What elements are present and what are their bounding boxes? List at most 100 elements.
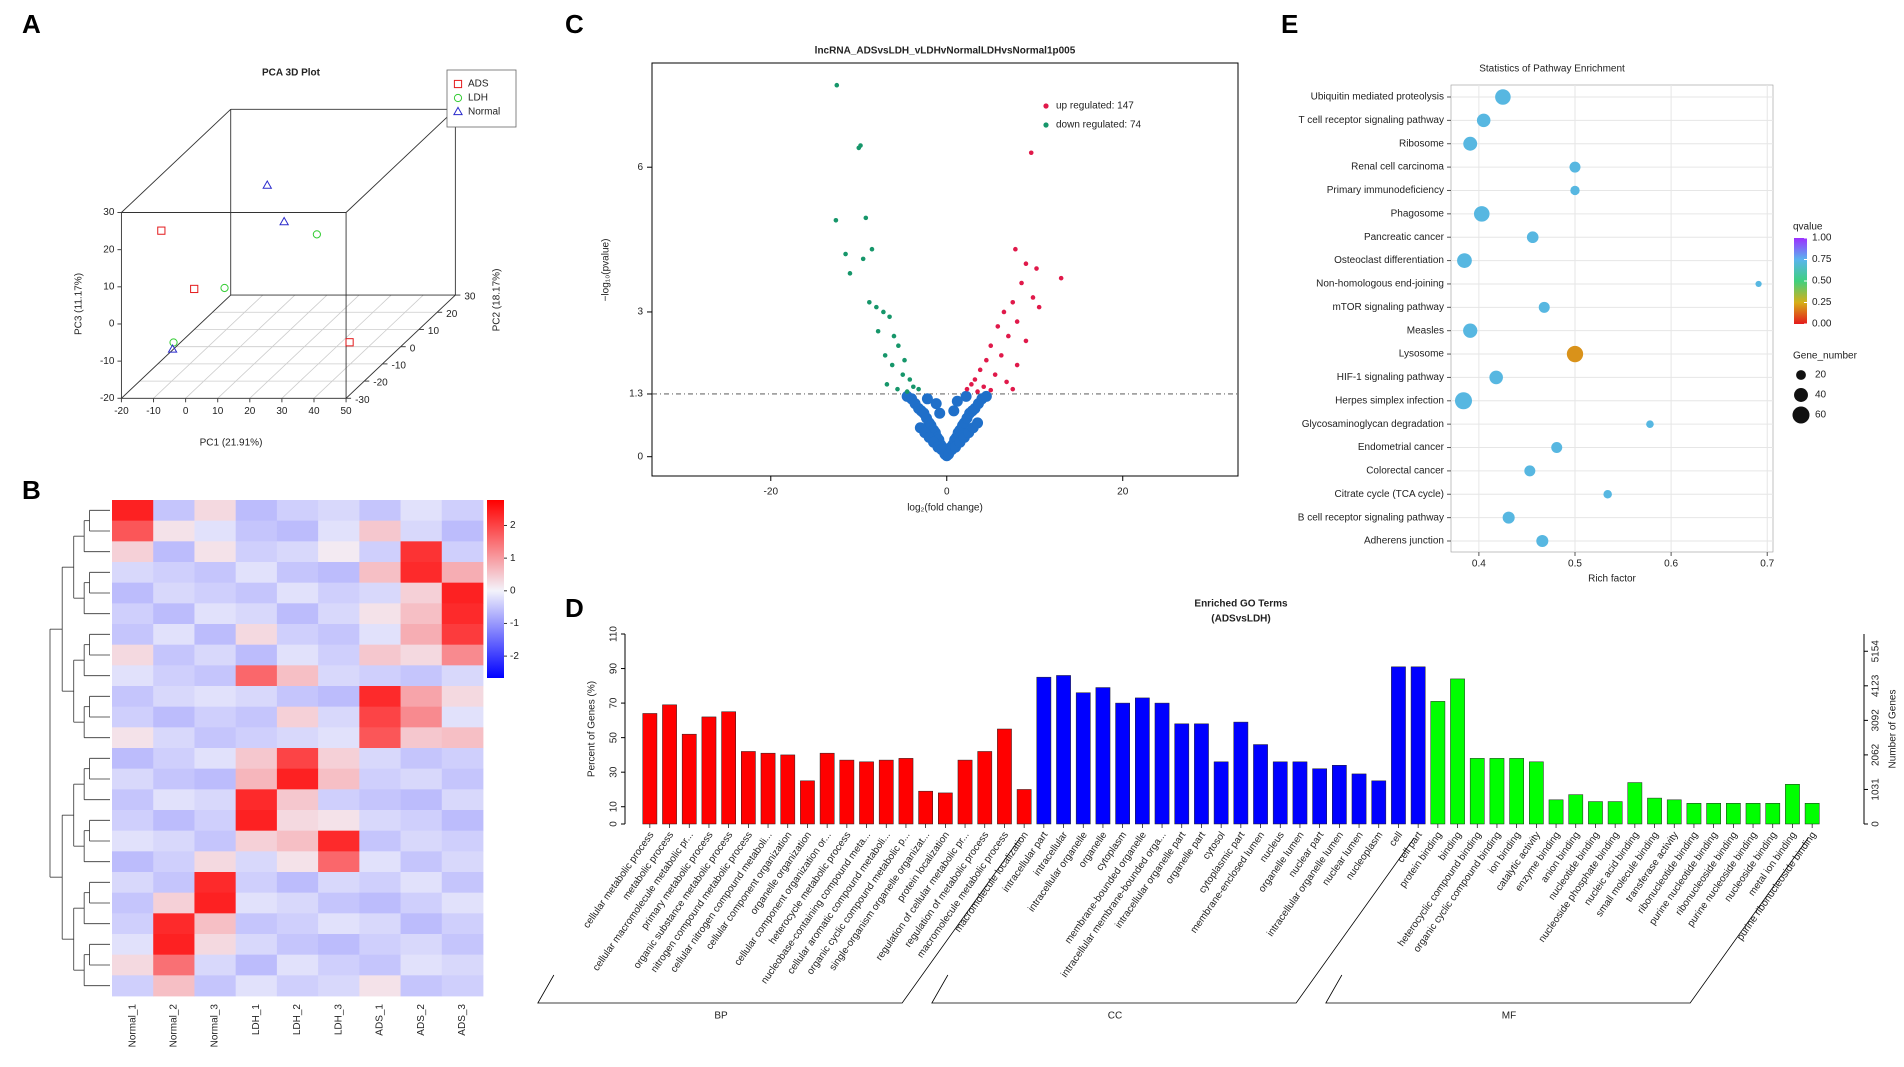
plot-frame: [651, 62, 1239, 477]
heat-cell: [276, 954, 319, 976]
heat-cell: [318, 975, 360, 997]
bubble: [1495, 89, 1511, 105]
legend-label: LDH: [468, 93, 488, 104]
y-tick-label: Colorectal cancer: [1366, 466, 1444, 477]
heat-cell: [400, 892, 443, 914]
heat-cell: [400, 706, 443, 728]
y-tick-label: Pancreatic cancer: [1364, 232, 1445, 243]
heat-cell: [276, 748, 319, 770]
y-tick-label: T cell receptor signaling pathway: [1299, 115, 1444, 126]
point: [900, 372, 906, 377]
colorbar-tick-label: 0.50: [1812, 276, 1832, 287]
y-axis-label: −log₁₀(pvalue): [601, 239, 612, 302]
bar: [1548, 799, 1564, 825]
legend-marker: [453, 106, 463, 116]
point: [960, 390, 972, 402]
heat-cell: [318, 727, 360, 749]
point: [995, 324, 1001, 329]
bar: [819, 752, 835, 825]
heat-cell: [359, 624, 401, 646]
bubble: [1646, 420, 1654, 428]
y-tick-label: Adherens junction: [1364, 536, 1444, 547]
bar: [918, 790, 933, 825]
column-label: Normal_3: [210, 1004, 221, 1048]
point: [951, 395, 963, 407]
heat-cell: [400, 686, 443, 708]
heat-cell: [359, 934, 401, 956]
y-tick-label: Lysosome: [1399, 349, 1445, 360]
heat-cell: [153, 810, 195, 832]
y-tick-label: Phagosome: [1391, 208, 1445, 219]
heat-cell: [194, 541, 237, 563]
heat-cell: [235, 934, 278, 956]
heat-cell: [153, 954, 195, 976]
point: [882, 353, 888, 358]
heat-cell: [194, 934, 237, 956]
heat-cell: [359, 644, 401, 666]
bar: [1115, 702, 1130, 825]
heat-cell: [276, 727, 319, 749]
heat-cell: [276, 892, 319, 914]
heat-cell: [112, 748, 154, 770]
point: [969, 382, 974, 387]
heat-cell: [400, 851, 443, 873]
heat-cell: [276, 624, 319, 646]
x-tick-label: 0.5: [1568, 559, 1582, 570]
heat-cell: [112, 603, 154, 625]
heat-cell: [153, 768, 195, 790]
bubble: [1538, 301, 1550, 313]
heat-cell: [276, 686, 319, 708]
bar: [701, 716, 717, 825]
heat-cell: [441, 872, 484, 894]
point: [858, 143, 863, 148]
heat-cell: [153, 582, 195, 604]
heat-cell: [112, 644, 154, 666]
heat-cell: [441, 954, 484, 976]
bar: [741, 751, 756, 825]
heat-cell: [153, 562, 195, 584]
heat-cell: [359, 520, 401, 542]
heat-cell: [153, 665, 195, 687]
heat-cell: [194, 520, 237, 542]
size-legend-label: 40: [1815, 390, 1827, 401]
point: [930, 398, 942, 410]
heat-cell: [318, 830, 360, 852]
heat-cell: [441, 768, 484, 790]
bar: [1765, 803, 1781, 825]
point: [1014, 319, 1020, 324]
heat-cell: [276, 520, 319, 542]
point: [834, 82, 840, 88]
bar: [957, 759, 973, 825]
bubble: [1569, 161, 1581, 173]
y-tick-label: Primary immunodeficiency: [1327, 185, 1444, 196]
heat-cell: [441, 789, 484, 811]
y-axis-label: PC2 (18.17%): [492, 269, 503, 332]
bar: [1529, 761, 1544, 825]
heat-cell: [112, 954, 154, 976]
heat-cell: [194, 603, 237, 625]
heat-cell: [194, 500, 237, 522]
heat-cell: [400, 789, 443, 811]
heat-cell: [153, 603, 195, 625]
heat-cell: [400, 644, 443, 666]
bubble: [1463, 323, 1478, 338]
bar: [721, 711, 736, 825]
heat-cell: [153, 789, 195, 811]
y-tick-label: Osteoclast differentiation: [1334, 255, 1444, 266]
heat-cell: [194, 768, 237, 790]
x-tick-label: 40: [308, 406, 320, 417]
point: [1034, 266, 1039, 271]
heat-cell: [400, 520, 443, 542]
heat-cell: [153, 851, 195, 873]
bar: [1233, 721, 1249, 825]
heat-cell: [153, 541, 195, 563]
y-tick-label: Measles: [1407, 325, 1444, 336]
x-tick-label: 0: [183, 406, 189, 417]
point: [972, 417, 984, 429]
heat-cell: [112, 830, 154, 852]
bar: [1627, 782, 1643, 825]
size-legend-marker: [1792, 406, 1810, 424]
bar: [1686, 803, 1702, 825]
point: [1006, 333, 1011, 339]
